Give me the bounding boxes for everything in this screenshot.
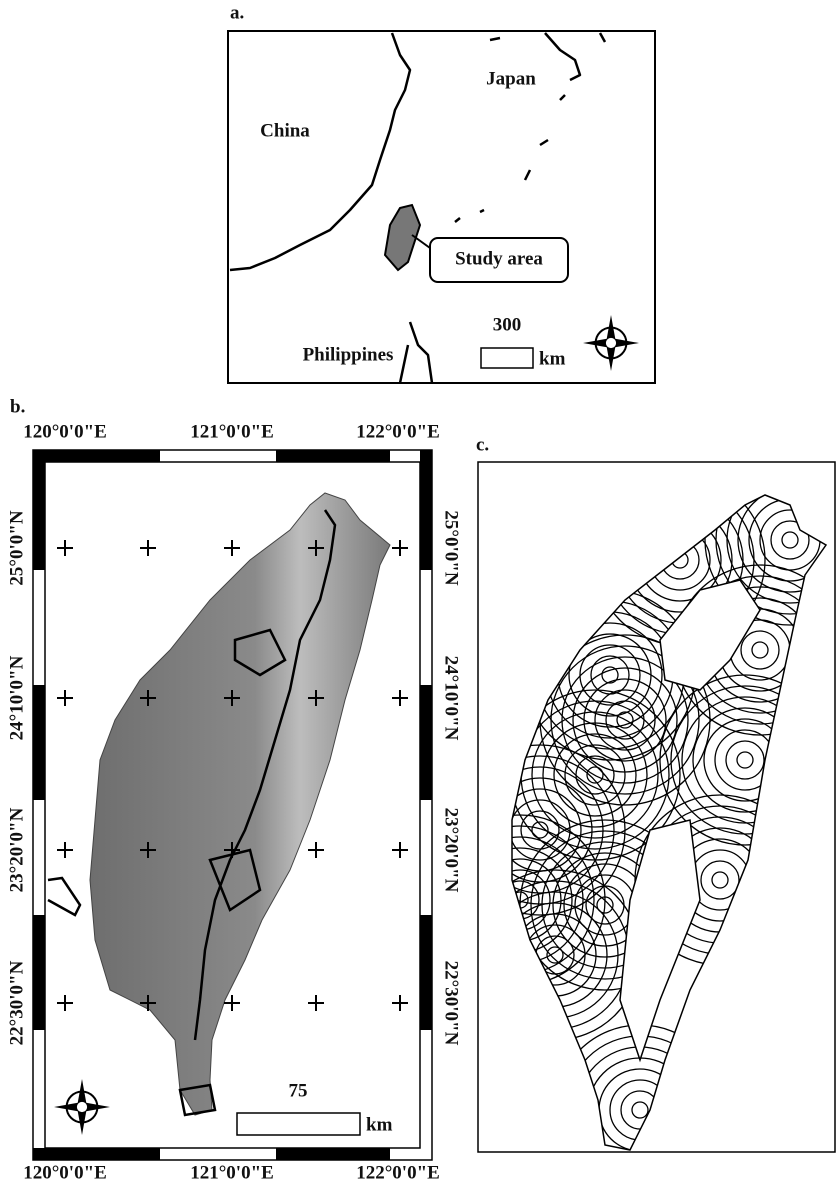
scale-unit: km: [539, 348, 566, 369]
lat-label: 22°30'0"N: [6, 960, 27, 1045]
frame-bar: [33, 1148, 160, 1160]
contour-line: [726, 741, 764, 779]
contour-line: [599, 1069, 681, 1151]
lon-label: 121°0'0"E: [190, 1162, 274, 1183]
lat-label: 25°0'0"N: [441, 510, 462, 585]
graticule-cross: [392, 842, 408, 858]
contour-line: [455, 745, 625, 915]
contours: [435, 455, 836, 1187]
contour-line: [715, 730, 775, 790]
label-philippines: Philippines: [303, 344, 394, 365]
contour-line: [737, 752, 753, 768]
label-china: China: [260, 120, 310, 141]
lat-label: 23°20'0"N: [6, 807, 27, 892]
frame-bar: [420, 450, 432, 570]
contour-line: [672, 552, 688, 568]
taiwan-outline: [512, 495, 826, 1150]
scale-value: 75: [289, 1080, 308, 1101]
compass-center: [76, 1101, 87, 1112]
contour-line: [521, 811, 559, 849]
taiwan-dem: [90, 493, 390, 1115]
label-japan: Japan: [486, 68, 536, 89]
graticule-cross: [57, 842, 73, 858]
frame-bar: [420, 915, 432, 1030]
contour-line: [591, 656, 629, 694]
lon-label: 120°0'0"E: [23, 1162, 107, 1183]
contour-line: [577, 1047, 703, 1173]
lat-label: 25°0'0"N: [6, 510, 27, 585]
graticule-cross: [392, 690, 408, 706]
contour-line: [492, 892, 618, 1018]
figure: a. Study area China Japan Philippines 30…: [0, 0, 836, 1187]
north-arrow: [583, 315, 639, 371]
contour-line: [741, 631, 779, 669]
north-arrow: [54, 1079, 110, 1135]
scale-bar: [237, 1113, 360, 1135]
contour-line: [525, 925, 585, 985]
contour-line: [771, 521, 809, 559]
contour-line: [580, 645, 640, 705]
panel-frame: [478, 462, 835, 1152]
china-coast: [230, 33, 410, 270]
frame-bar: [33, 450, 45, 570]
contour-line: [712, 872, 728, 888]
contour-line: [488, 778, 592, 882]
contour-line: [682, 697, 808, 823]
scale-unit: km: [366, 1114, 393, 1135]
contour-line: [704, 719, 786, 801]
panel-label: b.: [10, 396, 25, 417]
frame-bar: [420, 685, 432, 800]
lat-label: 24°10'0"N: [6, 655, 27, 740]
lon-label: 121°0'0"E: [190, 421, 274, 442]
graticule-cross: [57, 690, 73, 706]
lon-label: 120°0'0"E: [23, 421, 107, 442]
contour-line: [632, 1102, 648, 1118]
graticule-cross: [308, 842, 324, 858]
panel-label: a.: [230, 2, 244, 23]
lon-label: 122°0'0"E: [356, 421, 440, 442]
frame-bar: [276, 450, 390, 462]
frame-bar: [33, 450, 160, 462]
lat-label: 24°10'0"N: [441, 656, 462, 741]
scale-value: 300: [493, 314, 522, 335]
graticule-cross: [392, 995, 408, 1011]
frame-bar: [33, 915, 45, 1030]
scale-bar: [481, 348, 533, 368]
graticule-cross: [57, 995, 73, 1011]
contour-line: [701, 861, 739, 899]
inset-frame: [228, 31, 655, 383]
frame-bar: [33, 685, 45, 800]
frame-bar: [276, 1148, 390, 1160]
lon-label: 122°0'0"E: [356, 1162, 440, 1183]
graticule-cross: [392, 540, 408, 556]
graticule-cross: [57, 540, 73, 556]
islands: [455, 38, 565, 222]
contour-line: [477, 767, 603, 893]
contour-line: [650, 530, 710, 590]
lat-label: 23°20'0"N: [441, 808, 462, 893]
graticule-cross: [140, 540, 156, 556]
contour-line: [536, 936, 574, 974]
lat-label: 22°30'0"N: [441, 961, 462, 1046]
contour-line: [470, 870, 640, 1040]
compass-center: [605, 337, 616, 348]
philippines-coast: [400, 322, 432, 383]
contour-line: [588, 1058, 692, 1162]
graticule-cross: [308, 995, 324, 1011]
contour-line: [752, 642, 768, 658]
japan-coast: [545, 33, 605, 80]
panel-label: c.: [476, 434, 489, 455]
graticule-cross: [224, 540, 240, 556]
contour-line: [782, 532, 798, 548]
contour-line: [760, 510, 820, 570]
callout: Study area: [455, 248, 543, 269]
